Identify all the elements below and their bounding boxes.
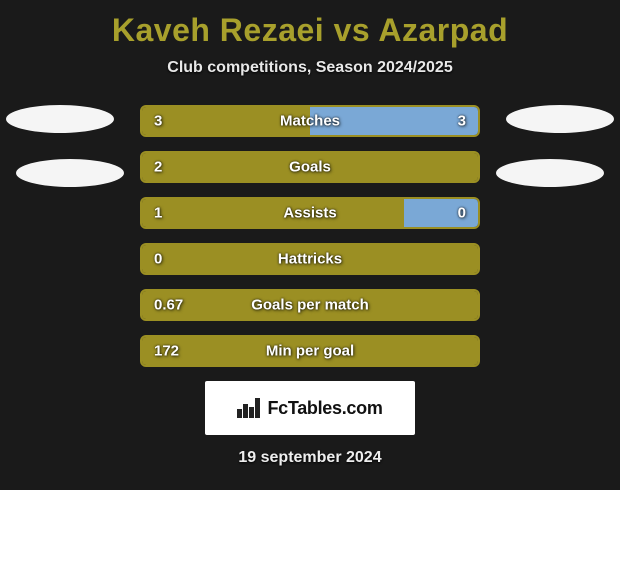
stat-row: 2 Goals bbox=[140, 151, 480, 183]
avatar-left bbox=[16, 159, 124, 187]
stat-label: Matches bbox=[280, 113, 340, 130]
value-right: 0 bbox=[458, 205, 466, 222]
stat-label: Goals bbox=[289, 159, 331, 176]
value-right: 3 bbox=[458, 113, 466, 130]
avatar-right bbox=[506, 105, 614, 133]
date-text: 19 september 2024 bbox=[0, 449, 620, 467]
stat-row: 172 Min per goal bbox=[140, 335, 480, 367]
stat-row: 0 Hattricks bbox=[140, 243, 480, 275]
source-badge: FcTables.com bbox=[205, 381, 415, 435]
stat-row: 1 Assists 0 bbox=[140, 197, 480, 229]
value-left: 0 bbox=[154, 251, 162, 268]
stats-area: 3 Matches 3 2 Goals 1 Assists 0 0 Hattricks 0.67 Go… bbox=[0, 105, 620, 367]
value-left: 3 bbox=[154, 113, 162, 130]
avatar-left bbox=[6, 105, 114, 133]
stat-row: 0.67 Goals per match bbox=[140, 289, 480, 321]
badge-text: FcTables.com bbox=[267, 398, 382, 419]
stat-label: Goals per match bbox=[251, 297, 369, 314]
stat-row: 3 Matches 3 bbox=[140, 105, 480, 137]
barchart-icon bbox=[237, 398, 261, 418]
stat-label: Hattricks bbox=[278, 251, 342, 268]
comparison-card: Kaveh Rezaei vs Azarpad Club competition… bbox=[0, 0, 620, 490]
fill-right bbox=[404, 199, 478, 227]
value-left: 1 bbox=[154, 205, 162, 222]
value-left: 2 bbox=[154, 159, 162, 176]
page-title: Kaveh Rezaei vs Azarpad bbox=[0, 0, 620, 49]
stat-label: Min per goal bbox=[266, 343, 354, 360]
avatar-right bbox=[496, 159, 604, 187]
value-left: 172 bbox=[154, 343, 179, 360]
value-left: 0.67 bbox=[154, 297, 183, 314]
fill-left bbox=[142, 199, 404, 227]
subtitle: Club competitions, Season 2024/2025 bbox=[0, 59, 620, 77]
stat-label: Assists bbox=[283, 205, 336, 222]
